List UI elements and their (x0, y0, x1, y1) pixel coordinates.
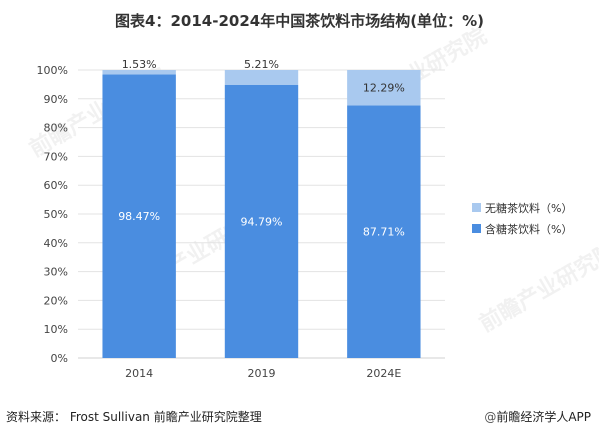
legend-label: 无糖茶饮料（%） (485, 201, 572, 215)
at-sign-icon: @ (484, 410, 497, 424)
legend: 无糖茶饮料（%） 含糖茶饮料（%） (472, 201, 572, 236)
y-tick-label: 30% (44, 266, 68, 279)
data-label: 87.71% (363, 226, 405, 239)
y-axis: 0% 10% 20% 30% 40% 50% 60% 70% 80% 90% 100% (37, 64, 68, 365)
data-label: 5.21% (244, 58, 279, 71)
source-note: 资料来源： Frost Sullivan 前瞻产业研究院整理 (6, 410, 262, 424)
y-tick-label: 60% (44, 179, 68, 192)
bar-segment (224, 85, 299, 359)
y-tick-label: 10% (44, 323, 68, 336)
bar-segment (347, 70, 421, 106)
data-label: 98.47% (118, 210, 160, 223)
bar-segment (224, 70, 299, 86)
legend-swatch (472, 224, 481, 233)
brand-label: @前瞻经济学人APP (484, 408, 591, 425)
y-tick-label: 50% (44, 208, 68, 221)
brand-text: 前瞻经济学人APP (496, 410, 591, 424)
bar-segment (347, 105, 421, 358)
legend-swatch (472, 203, 481, 212)
bar-segment (102, 74, 176, 358)
x-axis: 2014 2019 2024E (125, 367, 401, 380)
y-tick-label: 70% (44, 150, 68, 163)
data-label: 94.79% (241, 216, 283, 229)
y-tick-label: 40% (44, 237, 68, 250)
x-tick-label: 2014 (125, 367, 153, 380)
chart-title: 图表4：2014-2024年中国茶饮料市场结构(单位：%) (115, 12, 484, 30)
y-tick-label: 90% (44, 93, 68, 106)
legend-label: 含糖茶饮料（%） (485, 222, 572, 236)
y-tick-label: 100% (37, 64, 68, 77)
y-tick-label: 20% (44, 294, 68, 307)
data-label: 12.29% (363, 82, 405, 95)
y-tick-label: 80% (44, 122, 68, 135)
bar-segment (102, 70, 176, 75)
x-tick-label: 2024E (366, 367, 401, 380)
data-label: 1.53% (122, 58, 157, 71)
bars: 98.47% 1.53% 94.79% 5.21% 87.71% 12.29% (102, 58, 421, 359)
y-tick-label: 0% (51, 352, 68, 365)
x-tick-label: 2019 (248, 367, 276, 380)
